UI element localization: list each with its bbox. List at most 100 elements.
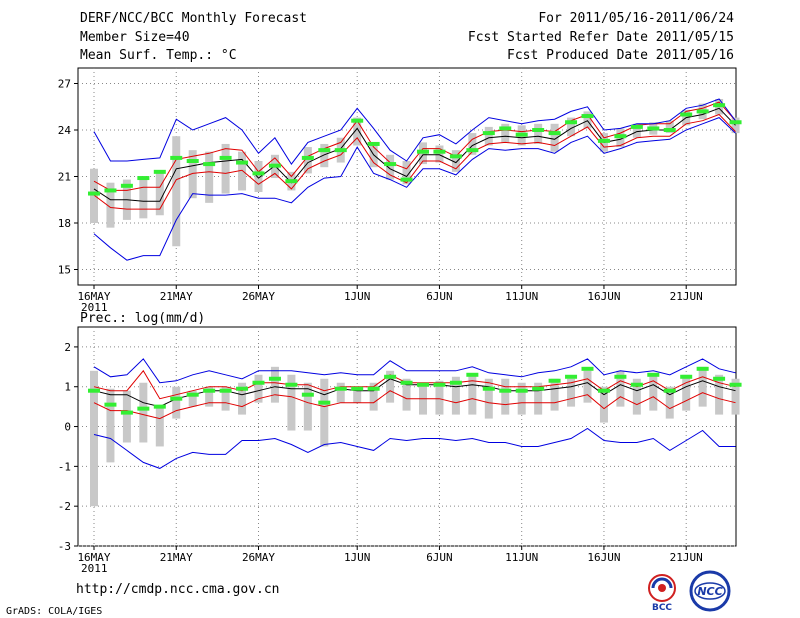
start-refer-date-label: Fcst Started Refer Date 2011/05/15: [467, 30, 734, 45]
panel2-observed-marker: [630, 382, 643, 387]
member-size-label: Member Size=40: [80, 30, 190, 45]
panel1-ensemble-box: [139, 178, 148, 219]
panel1-x-tick-label: 1JUN: [344, 290, 371, 303]
panel2-observed-marker: [186, 392, 199, 397]
panel2-ensemble-box: [649, 374, 658, 411]
panel1-series-ensemble-mean: [93, 107, 736, 202]
panel1-observed-marker: [680, 112, 693, 117]
panel2-series-mean-std: [93, 390, 736, 420]
panel2-x-tick-label: 16JUN: [587, 551, 620, 564]
panel2-ensemble-box: [386, 370, 395, 403]
panel1-x-tick-label: 16MAY: [77, 290, 110, 303]
panel1-ensemble-box: [435, 145, 444, 163]
panel1-ensemble-box: [254, 161, 263, 192]
panel1-observed-marker: [696, 109, 709, 114]
panel2-ensemble-box: [402, 378, 411, 411]
panel2-observed-marker: [268, 376, 281, 381]
panel2-y-tick-label: -3: [58, 540, 71, 553]
panel2-observed-marker: [153, 404, 166, 409]
panel1-observed-marker: [236, 160, 249, 165]
panel1-ensemble-box: [468, 133, 477, 155]
panel2-ensemble-box: [731, 378, 740, 415]
panel2-ensemble-box: [238, 382, 247, 415]
panel1-observed-marker: [417, 149, 429, 154]
panel1-observed-marker: [384, 162, 397, 167]
panel2-x-tick-label: 6JUN: [426, 551, 453, 564]
panel1-observed-marker: [663, 128, 676, 132]
panel1-observed-marker: [515, 132, 528, 137]
panel2-observed-marker: [680, 374, 693, 379]
panel2-observed-marker: [318, 400, 331, 405]
panel1-observed-marker: [499, 126, 512, 131]
panel1-x-tick-label: 21JUN: [670, 290, 703, 303]
panel2-observed-marker: [433, 382, 446, 387]
panel2-ensemble-box: [583, 370, 592, 403]
panel2-ensemble-box: [90, 370, 98, 507]
panel1-observed-marker: [153, 169, 166, 174]
panel1-observed-marker: [367, 141, 380, 146]
panel2-ensemble-box: [353, 386, 362, 403]
panel1-x-tick-label: 26MAY: [242, 290, 275, 303]
panel1-x-tick-label: 6JUN: [426, 290, 453, 303]
panel1-observed-marker: [630, 124, 643, 129]
panel2-ensemble-box: [435, 380, 444, 415]
panel1-observed-marker: [532, 128, 545, 132]
panel1-observed-marker: [318, 148, 331, 153]
panel1-ensemble-box: [632, 123, 641, 138]
panel1-observed-marker: [713, 103, 726, 108]
panel1-y-tick-label: 24: [58, 124, 72, 137]
grads-credit: GrADS: COLA/IGES: [6, 606, 103, 617]
panel2-observed-marker: [417, 382, 429, 387]
panel1-observed-marker: [647, 126, 660, 131]
panel2-observed-marker: [384, 374, 397, 379]
panel2-title: Prec.: log(mm/d): [80, 311, 205, 326]
panel2-observed-marker: [236, 386, 249, 391]
panel2-series-ensemble-min: [93, 427, 736, 469]
panel2-observed-marker: [400, 380, 413, 385]
panel2-observed-marker: [285, 382, 298, 387]
panel1-observed-marker: [565, 120, 578, 125]
panel2-observed-marker: [663, 388, 676, 393]
panel2-observed-marker: [449, 380, 462, 385]
panel1-x-tick-label: 21MAY: [160, 290, 193, 303]
panel2-y-tick-label: -1: [58, 460, 71, 473]
panel1-ensemble-box: [155, 173, 164, 216]
panel1-ensemble-box: [665, 120, 674, 134]
panel2-series-ensemble-max: [93, 358, 736, 384]
panel2-observed-marker: [713, 376, 726, 381]
panel1-ensemble-box: [221, 143, 230, 194]
panel1-y-tick-label: 18: [58, 217, 71, 230]
panel2-ensemble-box: [468, 374, 477, 415]
panel2-observed-marker: [482, 386, 495, 391]
ncc-logo: NCC: [689, 570, 731, 612]
panel2-x-tick-label: 16MAY: [77, 551, 110, 564]
panel2-x-tick-label: 21MAY: [160, 551, 193, 564]
panel2-observed-marker: [581, 366, 594, 371]
panel1-year-label: 2011: [81, 301, 108, 314]
panel2-ensemble-box: [517, 382, 526, 415]
source-url[interactable]: http://cmdp.ncc.cma.gov.cn: [76, 582, 280, 597]
panel1-ensemble-box: [534, 123, 543, 144]
panel2-ensemble-box: [599, 386, 608, 423]
panel2-ensemble-box: [369, 382, 378, 411]
panel2-y-tick-label: 1: [64, 381, 71, 394]
panel1-ensemble-box: [731, 117, 740, 134]
panel2-ensemble-box: [698, 366, 707, 407]
panel2-observed-marker: [170, 396, 183, 401]
panel2-ensemble-box: [320, 378, 329, 447]
panel2-ensemble-box: [172, 386, 181, 419]
panel1-series-ensemble-max: [93, 98, 736, 165]
panel2-ensemble-box: [567, 378, 576, 407]
panel2-observed-marker: [252, 380, 265, 385]
panel2-ensemble-box: [484, 378, 493, 419]
panel1-observed-marker: [400, 177, 413, 182]
panel2-ensemble-box: [550, 378, 559, 411]
panel2-x-tick-label: 11JUN: [505, 551, 538, 564]
panel1-observed-marker: [614, 134, 627, 139]
panel2-observed-marker: [334, 386, 347, 391]
panel2-ensemble-box: [632, 378, 641, 415]
panel2-observed-marker: [729, 382, 742, 387]
panel2-ensemble-box: [287, 374, 296, 431]
panel2-ensemble-box: [451, 376, 460, 415]
